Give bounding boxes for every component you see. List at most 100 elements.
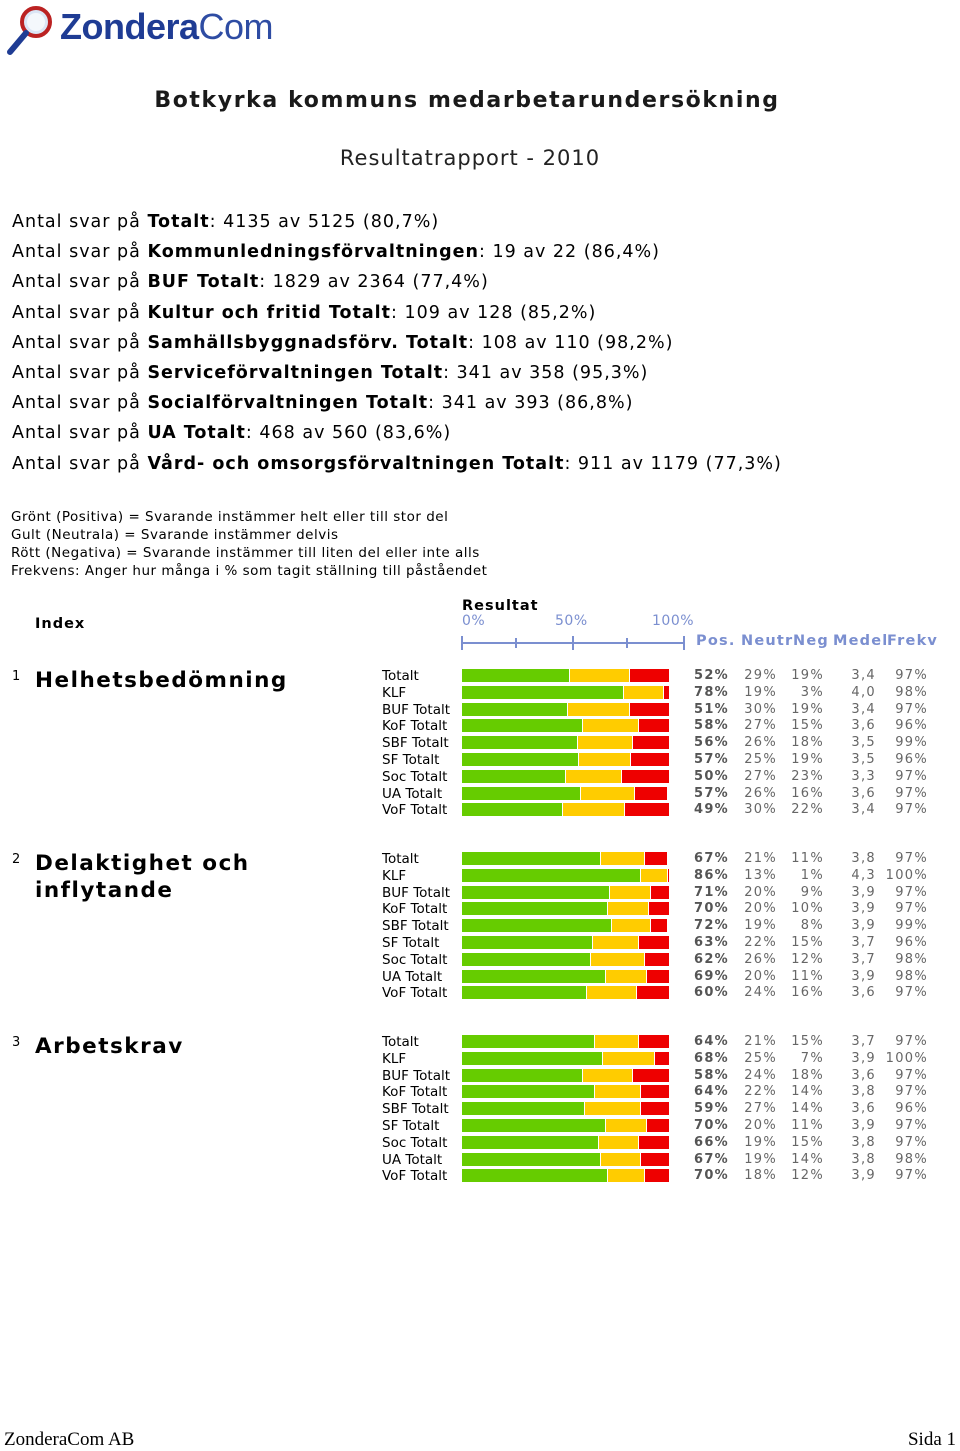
response-line: Antal svar på UA Totalt: 468 av 560 (83,…: [12, 418, 782, 448]
bar-positive: [462, 786, 580, 800]
value-neutral: 30%: [744, 701, 777, 717]
value-positive: 64%: [693, 1084, 729, 1100]
value-negative: 19%: [791, 752, 824, 767]
value-neutral: 24%: [744, 985, 777, 1001]
response-count: : 109 av 128 (85,2%): [391, 302, 597, 323]
logo: ZonderaCom: [6, 4, 296, 56]
row-label: UA Totalt: [382, 968, 443, 985]
bar-neutral: [640, 868, 667, 882]
bar-positive: [462, 852, 601, 865]
response-line: Antal svar på Kommunledningsförvaltninge…: [12, 237, 782, 267]
value-negative: 14%: [791, 1101, 824, 1117]
value-negative: 15%: [791, 1034, 824, 1049]
value-positive: 62%: [693, 951, 729, 967]
row-label: SBF Totalt: [382, 735, 449, 752]
bar-neutral: [607, 1169, 645, 1183]
bar-positive: [462, 669, 570, 682]
bar-positive: [462, 702, 568, 716]
value-mean: 3,5: [851, 735, 876, 751]
stacked-bar: [462, 936, 670, 949]
scale-label-100: 100%: [652, 613, 695, 629]
bar-neutral: [595, 1035, 638, 1048]
bar-neutral: [606, 1119, 647, 1132]
logo-wordmark: ZonderaCom: [60, 6, 274, 47]
stacked-bar: [462, 769, 670, 783]
bar-negative: [647, 1119, 669, 1132]
bar-neutral: [607, 902, 649, 916]
value-frequency: 96%: [895, 752, 928, 767]
bar-positive: [462, 1035, 595, 1048]
response-unit: UA Totalt: [147, 423, 246, 444]
value-mean: 3,4: [851, 802, 876, 818]
stacked-bar: [462, 669, 670, 682]
percent-scale: 0% 50% 100%: [455, 613, 695, 653]
value-mean: 3,8: [851, 1151, 876, 1167]
response-count: : 19 av 22 (86,4%): [478, 242, 660, 263]
section-number: 2: [12, 852, 21, 867]
bar-positive: [462, 736, 578, 750]
bar-positive: [462, 753, 579, 766]
bar-positive: [462, 1051, 603, 1065]
row-label: SBF Totalt: [382, 918, 449, 935]
bar-positive: [462, 885, 609, 899]
bar-negative: [632, 736, 669, 750]
value-mean: 3,8: [851, 851, 876, 866]
bar-negative: [645, 852, 667, 865]
value-mean: 3,8: [851, 1084, 876, 1100]
bar-neutral: [609, 885, 651, 899]
bar-neutral: [570, 669, 630, 682]
section-number: 3: [12, 1035, 21, 1050]
value-neutral: 21%: [744, 851, 777, 866]
value-frequency: 96%: [895, 935, 928, 950]
response-line: Antal svar på Socialförvaltningen Totalt…: [12, 388, 782, 418]
bar-neutral: [599, 1135, 638, 1149]
value-neutral: 27%: [744, 768, 777, 784]
bar-negative: [645, 1169, 669, 1183]
value-mean: 3,5: [851, 752, 876, 767]
value-frequency: 98%: [895, 684, 928, 700]
value-positive: 70%: [693, 1118, 729, 1133]
row-label: SBF Totalt: [382, 1101, 449, 1118]
row-label: Totalt: [382, 851, 419, 867]
value-positive: 63%: [693, 935, 729, 950]
value-negative: 15%: [791, 935, 824, 950]
value-frequency: 96%: [895, 718, 928, 734]
scale-axis: [461, 636, 685, 650]
value-negative: 19%: [791, 668, 824, 683]
bar-negative: [630, 753, 669, 766]
row-label: KoF Totalt: [382, 901, 448, 918]
value-positive: 70%: [693, 1168, 729, 1184]
response-unit: Samhällsbyggnadsförv. Totalt: [147, 332, 469, 353]
stacked-bar: [462, 1051, 670, 1065]
response-unit: Totalt: [147, 212, 210, 232]
value-negative: 15%: [791, 1134, 824, 1150]
value-positive: 66%: [693, 1134, 729, 1150]
stacked-bar: [462, 1035, 670, 1048]
bar-negative: [638, 1135, 669, 1149]
row-label: BUF Totalt: [382, 1067, 451, 1084]
response-count: : 911 av 1179 (77,3%): [564, 453, 782, 474]
value-positive: 68%: [693, 1050, 729, 1066]
response-unit: Kommunledningsförvaltningen: [147, 242, 479, 263]
row-label: KLF: [382, 867, 407, 884]
bar-negative: [630, 669, 669, 682]
response-prefix: Antal svar på: [12, 212, 148, 232]
footer-page: Sida 1: [907, 1429, 956, 1450]
bar-neutral: [624, 685, 663, 699]
value-neutral: 20%: [744, 884, 777, 900]
value-mean: 3,8: [851, 1134, 876, 1150]
value-neutral: 25%: [744, 1050, 777, 1066]
footer-company: ZonderaCom AB: [4, 1429, 135, 1450]
row-label: KoF Totalt: [382, 1084, 448, 1101]
value-positive: 59%: [693, 1101, 729, 1117]
bar-negative: [624, 803, 669, 817]
row-label: UA Totalt: [382, 785, 443, 802]
bar-negative: [640, 1152, 669, 1166]
value-neutral: 29%: [744, 668, 777, 683]
legend-line: Gult (Neutrala) = Svarande instämmer del…: [11, 527, 339, 543]
stacked-bar: [462, 969, 670, 983]
bar-negative: [651, 919, 667, 933]
bar-negative: [645, 952, 669, 966]
value-positive: 58%: [693, 718, 729, 734]
bar-negative: [640, 1102, 669, 1116]
